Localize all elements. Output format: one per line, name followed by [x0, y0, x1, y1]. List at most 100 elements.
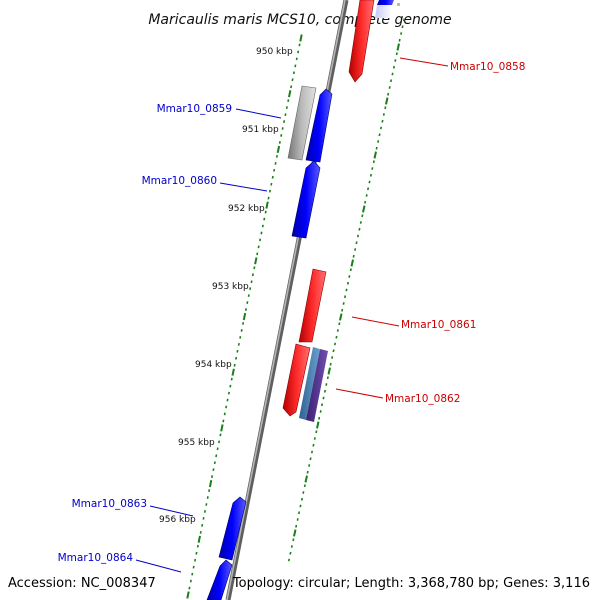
minor-tick	[192, 565, 195, 569]
gene-label-Mmar10_0862[interactable]: Mmar10_0862	[385, 393, 460, 405]
major-tick	[385, 97, 389, 105]
minor-tick	[332, 349, 335, 353]
minor-tick	[372, 160, 375, 164]
minor-tick	[244, 308, 247, 311]
minor-tick	[196, 544, 199, 548]
minor-tick	[312, 443, 315, 447]
minor-tick	[387, 92, 390, 96]
major-tick	[373, 151, 377, 159]
kbp-label-954: 954 kbp	[195, 360, 232, 370]
minor-tick	[308, 464, 311, 467]
minor-tick	[313, 437, 316, 440]
minor-tick	[268, 189, 271, 193]
minor-tick	[322, 396, 325, 400]
gene-label-Mmar10_0858[interactable]: Mmar10_0858	[450, 61, 525, 73]
kbp-label-952: 952 kbp	[228, 204, 265, 214]
minor-tick	[390, 79, 393, 83]
gene-Mmar10_0860[interactable]	[291, 160, 321, 239]
minor-tick	[331, 356, 334, 359]
minor-tick	[278, 141, 281, 144]
minor-tick	[285, 106, 288, 110]
gene-Mmar10_0864[interactable]	[206, 559, 233, 600]
minor-tick	[281, 127, 284, 130]
minor-tick	[270, 182, 273, 186]
gene-Mmar10_0862[interactable]	[299, 347, 328, 422]
minor-tick	[310, 450, 314, 454]
minor-tick	[302, 491, 305, 494]
minor-tick	[250, 280, 253, 284]
minor-tick	[352, 254, 355, 258]
major-tick	[362, 205, 366, 213]
minor-tick	[290, 85, 293, 89]
minor-tick	[361, 214, 364, 218]
minor-tick	[295, 57, 298, 61]
gene-Mmar10_0861[interactable]	[298, 268, 327, 343]
minor-tick	[188, 586, 191, 590]
major-tick	[186, 591, 190, 599]
minor-tick	[216, 447, 219, 451]
minor-tick	[253, 266, 256, 270]
gene-label-Mmar10_0861[interactable]: Mmar10_0861	[401, 319, 476, 331]
minor-tick	[315, 430, 318, 434]
gene-label-Mmar10_0864[interactable]: Mmar10_0864	[58, 552, 134, 564]
minor-tick	[394, 59, 397, 62]
minor-tick	[371, 167, 374, 170]
minor-tick	[298, 43, 301, 47]
minor-tick	[205, 503, 208, 506]
minor-tick	[323, 389, 326, 393]
minor-tick	[247, 294, 250, 297]
major-tick	[327, 367, 331, 375]
minor-tick	[365, 194, 368, 197]
minor-tick	[355, 241, 358, 245]
minor-tick	[218, 440, 221, 444]
minor-tick	[199, 530, 202, 534]
minor-tick	[271, 175, 274, 179]
minor-tick	[401, 25, 404, 29]
gene-partial-top[interactable]	[375, 0, 394, 18]
gene-Mmar10_0858[interactable]	[348, 0, 375, 83]
gene-red-lower[interactable]	[282, 343, 311, 417]
minor-tick	[336, 329, 339, 332]
kbp-labels: 950 kbp 951 kbp 952 kbp 953 kbp 954 kbp …	[159, 47, 293, 525]
minor-tick	[402, 18, 406, 22]
minor-tick	[295, 524, 298, 528]
major-tick	[242, 312, 247, 321]
minor-tick	[240, 329, 243, 332]
gene-label-Mmar10_0859[interactable]: Mmar10_0859	[157, 103, 232, 115]
minor-tick	[325, 383, 328, 386]
minor-tick	[267, 196, 270, 200]
gene-Mmar10_0859-pseudo[interactable]	[287, 85, 317, 161]
gene-label-Mmar10_0863[interactable]: Mmar10_0863	[72, 498, 147, 510]
minor-tick	[257, 245, 260, 249]
minor-tick	[303, 484, 306, 488]
minor-tick	[344, 295, 347, 299]
major-tick	[316, 421, 320, 429]
minor-tick	[230, 377, 233, 381]
minor-tick	[235, 356, 238, 360]
major-tick	[197, 535, 201, 543]
gene-label-group-left: Mmar10_0859 Mmar10_0860 Mmar10_0863 Mmar…	[58, 103, 282, 573]
gene-Mmar10_0859[interactable]	[305, 88, 333, 163]
minor-tick	[195, 551, 198, 555]
minor-tick	[296, 518, 299, 521]
minor-tick	[346, 281, 349, 285]
genome-backbone	[225, 0, 349, 600]
minor-tick	[338, 322, 341, 326]
minor-tick	[237, 342, 240, 346]
gene-label-Mmar10_0860[interactable]: Mmar10_0860	[142, 175, 217, 187]
minor-tick	[297, 50, 300, 54]
minor-tick	[321, 403, 324, 407]
minor-tick	[300, 497, 303, 501]
accession-text: Accession: NC_008347	[8, 576, 156, 591]
minor-tick	[354, 248, 357, 251]
minor-tick	[211, 475, 214, 479]
kbp-label-956: 956 kbp	[159, 515, 196, 525]
minor-tick	[326, 376, 329, 380]
minor-tick	[319, 410, 322, 413]
gene-Mmar10_0863[interactable]	[218, 496, 247, 561]
tick-track-left	[186, 34, 303, 599]
major-tick	[350, 259, 354, 267]
minor-tick	[225, 405, 228, 409]
minor-tick	[215, 454, 218, 458]
major-tick	[304, 475, 308, 483]
